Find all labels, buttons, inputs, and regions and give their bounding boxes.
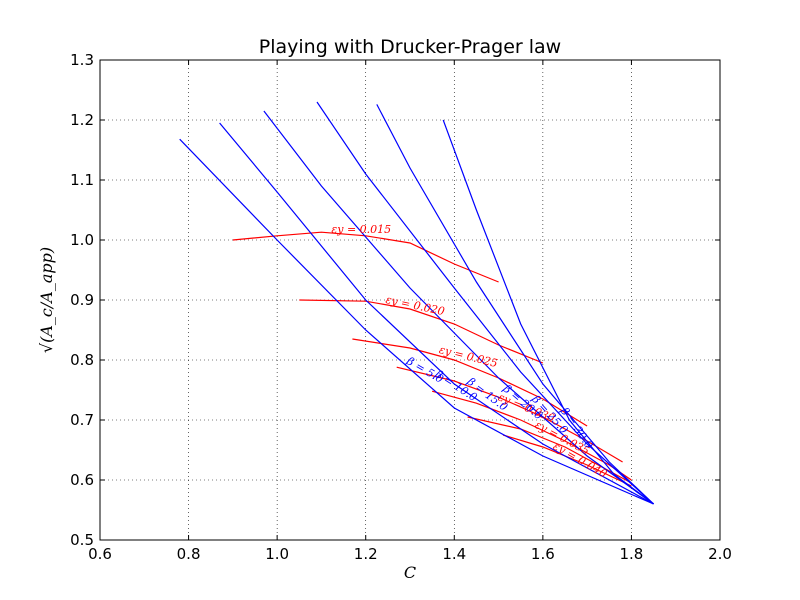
x-tick-label: 1.4 (442, 545, 466, 563)
x-tick-label: 1.0 (265, 545, 289, 563)
x-tick-label: 0.6 (88, 545, 112, 563)
y-axis-ticks: 0.5 0.6 0.7 0.8 0.9 1.0 1.1 1.2 1.3 (70, 51, 720, 549)
x-tick-label: 1.8 (619, 545, 643, 563)
eps-contour-line (299, 299, 544, 364)
y-axis-label: √(A_c/A_app) (37, 247, 56, 353)
contour-label: εy = 0.015 (331, 223, 391, 236)
grid (100, 60, 720, 540)
y-tick-label: 0.5 (70, 531, 94, 549)
y-tick-label: 1.2 (70, 111, 94, 129)
y-tick-label: 1.3 (70, 51, 94, 69)
y-tick-label: 1.1 (70, 171, 94, 189)
contour-label: εy = 0.020 (385, 293, 446, 318)
eps-contour-line (232, 231, 499, 283)
beta-contours (179, 101, 655, 505)
beta-contour-line (179, 138, 654, 505)
beta-contour-line (442, 119, 654, 505)
eps-contour-line (396, 366, 623, 463)
y-tick-label: 0.8 (70, 351, 94, 369)
y-tick-label: 0.6 (70, 471, 94, 489)
y-tick-label: 0.9 (70, 291, 94, 309)
x-tick-label: 2.0 (708, 545, 732, 563)
x-tick-label: 0.8 (177, 545, 201, 563)
x-axis-ticks: 0.6 0.8 1.0 1.2 1.4 1.6 1.8 2.0 (88, 60, 732, 563)
x-axis-label: C (404, 563, 416, 582)
chart-title: Playing with Drucker-Prager law (259, 36, 561, 58)
beta-contour-line (316, 101, 655, 505)
y-tick-label: 1.0 (70, 231, 94, 249)
eps-contour-line (467, 416, 632, 484)
x-tick-label: 1.6 (531, 545, 555, 563)
x-tick-label: 1.2 (354, 545, 378, 563)
y-tick-label: 0.7 (70, 411, 94, 429)
beta-contour-line (219, 122, 654, 505)
beta-contour-line (263, 110, 654, 505)
beta-contour-line (376, 104, 655, 505)
